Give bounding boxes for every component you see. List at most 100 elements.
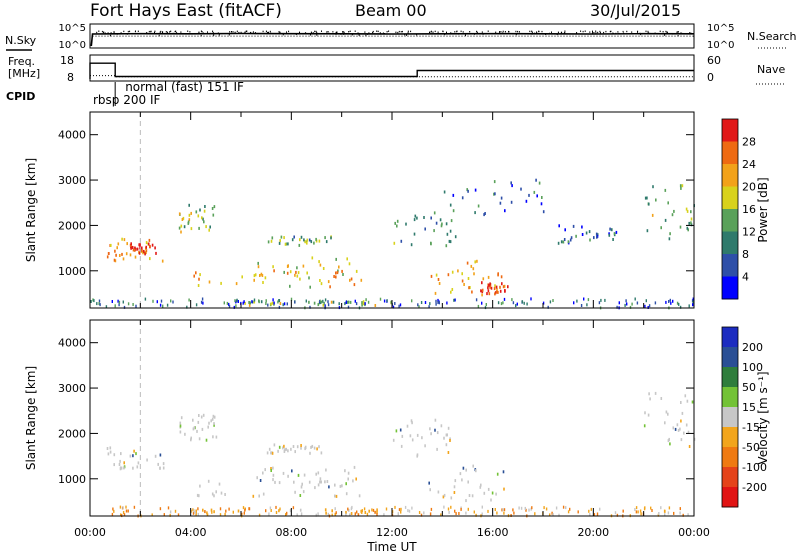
noise-line-0 xyxy=(90,32,695,47)
velocity-cell xyxy=(106,447,109,450)
noise-sample xyxy=(351,34,353,36)
power-cell xyxy=(686,209,689,213)
velocity-cell xyxy=(357,513,360,517)
power-cell xyxy=(267,240,270,244)
velocity-cell xyxy=(473,510,475,514)
velocity-cell xyxy=(663,509,666,513)
noise-sample xyxy=(495,31,497,33)
power-cell xyxy=(131,246,134,249)
noise-sample xyxy=(615,32,617,35)
power-cell xyxy=(195,271,197,275)
time-tick-label: 00:00 xyxy=(678,526,710,539)
power-cell xyxy=(346,257,348,261)
velocity-cell xyxy=(213,422,215,426)
velocity-cell xyxy=(465,468,467,472)
velocity-cell xyxy=(215,435,218,439)
velocity-cell xyxy=(300,446,302,450)
noise-sample xyxy=(166,31,168,34)
velocity-cell xyxy=(107,452,110,456)
velocity-cell xyxy=(275,505,277,509)
power-cell xyxy=(273,269,275,273)
power-cell xyxy=(309,305,311,309)
power-cell xyxy=(520,187,522,191)
noise-sample xyxy=(160,30,162,33)
velocity-cell xyxy=(400,510,402,514)
power-cell xyxy=(188,203,190,207)
power-cell xyxy=(668,300,670,303)
velocity-cell xyxy=(443,436,445,440)
power-cell xyxy=(299,238,301,242)
noise-sample xyxy=(476,30,478,33)
power-cell xyxy=(160,299,163,303)
noise-sample xyxy=(267,31,269,34)
power-cell xyxy=(430,216,432,220)
time-tick-label: 20:00 xyxy=(577,526,609,539)
time-tick-label: 08:00 xyxy=(275,526,307,539)
noise-sample xyxy=(382,32,384,34)
velocity-cell xyxy=(525,508,527,512)
power-cell xyxy=(399,303,402,307)
power-cell xyxy=(466,188,468,192)
noise-sample xyxy=(597,31,599,34)
velocity-cell xyxy=(647,413,650,417)
power-cell xyxy=(533,190,536,194)
velocity-cell xyxy=(334,512,337,516)
velocity-cell xyxy=(416,433,419,437)
velocity-cell xyxy=(317,512,319,516)
noise-sample xyxy=(379,32,381,34)
velocity-cell xyxy=(262,471,264,475)
power-cell xyxy=(195,303,198,307)
velocity-cell xyxy=(674,427,677,431)
noise-sample xyxy=(278,31,280,33)
power-cell xyxy=(482,277,485,281)
velocity-cell xyxy=(345,513,347,517)
velocity-cell xyxy=(190,436,192,440)
power-cell xyxy=(450,290,452,294)
power-cell xyxy=(315,239,318,243)
velocity-colorbar-tick: 50 xyxy=(742,381,756,394)
velocity-cell xyxy=(503,511,505,515)
freq-left-label-line2: [MHz] xyxy=(8,67,40,80)
noise-sample xyxy=(170,30,172,32)
power-cell xyxy=(248,301,250,304)
noise-sample xyxy=(252,31,254,33)
velocity-cell xyxy=(385,507,388,511)
velocity-cell xyxy=(213,423,215,427)
power-cell xyxy=(467,277,470,280)
noise-sample xyxy=(255,32,256,34)
velocity-cell xyxy=(420,513,423,517)
power-cell xyxy=(580,304,583,307)
velocity-cell xyxy=(243,511,245,515)
power-cell xyxy=(347,300,349,304)
time-tick-label: 04:00 xyxy=(175,526,207,539)
noise-sample xyxy=(367,33,369,35)
velocity-cell xyxy=(196,493,199,497)
power-cell xyxy=(679,184,682,188)
power-colorbar-frame xyxy=(721,118,739,300)
noise-sample xyxy=(482,33,484,35)
velocity-cell xyxy=(344,469,346,473)
noise-sample xyxy=(174,30,176,33)
velocity-cell xyxy=(123,461,125,465)
velocity-cell xyxy=(309,451,311,455)
power-cell xyxy=(355,269,358,273)
velocity-cell xyxy=(383,513,385,517)
velocity-cell xyxy=(192,508,194,512)
power-cell xyxy=(253,298,256,302)
power-cell xyxy=(200,300,203,304)
noise-sample xyxy=(343,32,345,34)
noise-sample xyxy=(212,30,214,32)
noise-sample xyxy=(460,30,462,32)
noise-sample xyxy=(201,31,203,33)
velocity-cell xyxy=(273,443,276,447)
velocity-colorbar-tick: -200 xyxy=(742,481,767,494)
power-cell xyxy=(149,257,151,261)
velocity-cell xyxy=(215,490,217,494)
power-cell xyxy=(348,262,351,266)
power-cell xyxy=(488,283,490,287)
power-cell xyxy=(248,303,251,307)
noise-sample xyxy=(599,32,601,34)
velocity-cell xyxy=(325,468,327,472)
noise-sample xyxy=(404,34,406,36)
power-cell xyxy=(396,219,399,223)
